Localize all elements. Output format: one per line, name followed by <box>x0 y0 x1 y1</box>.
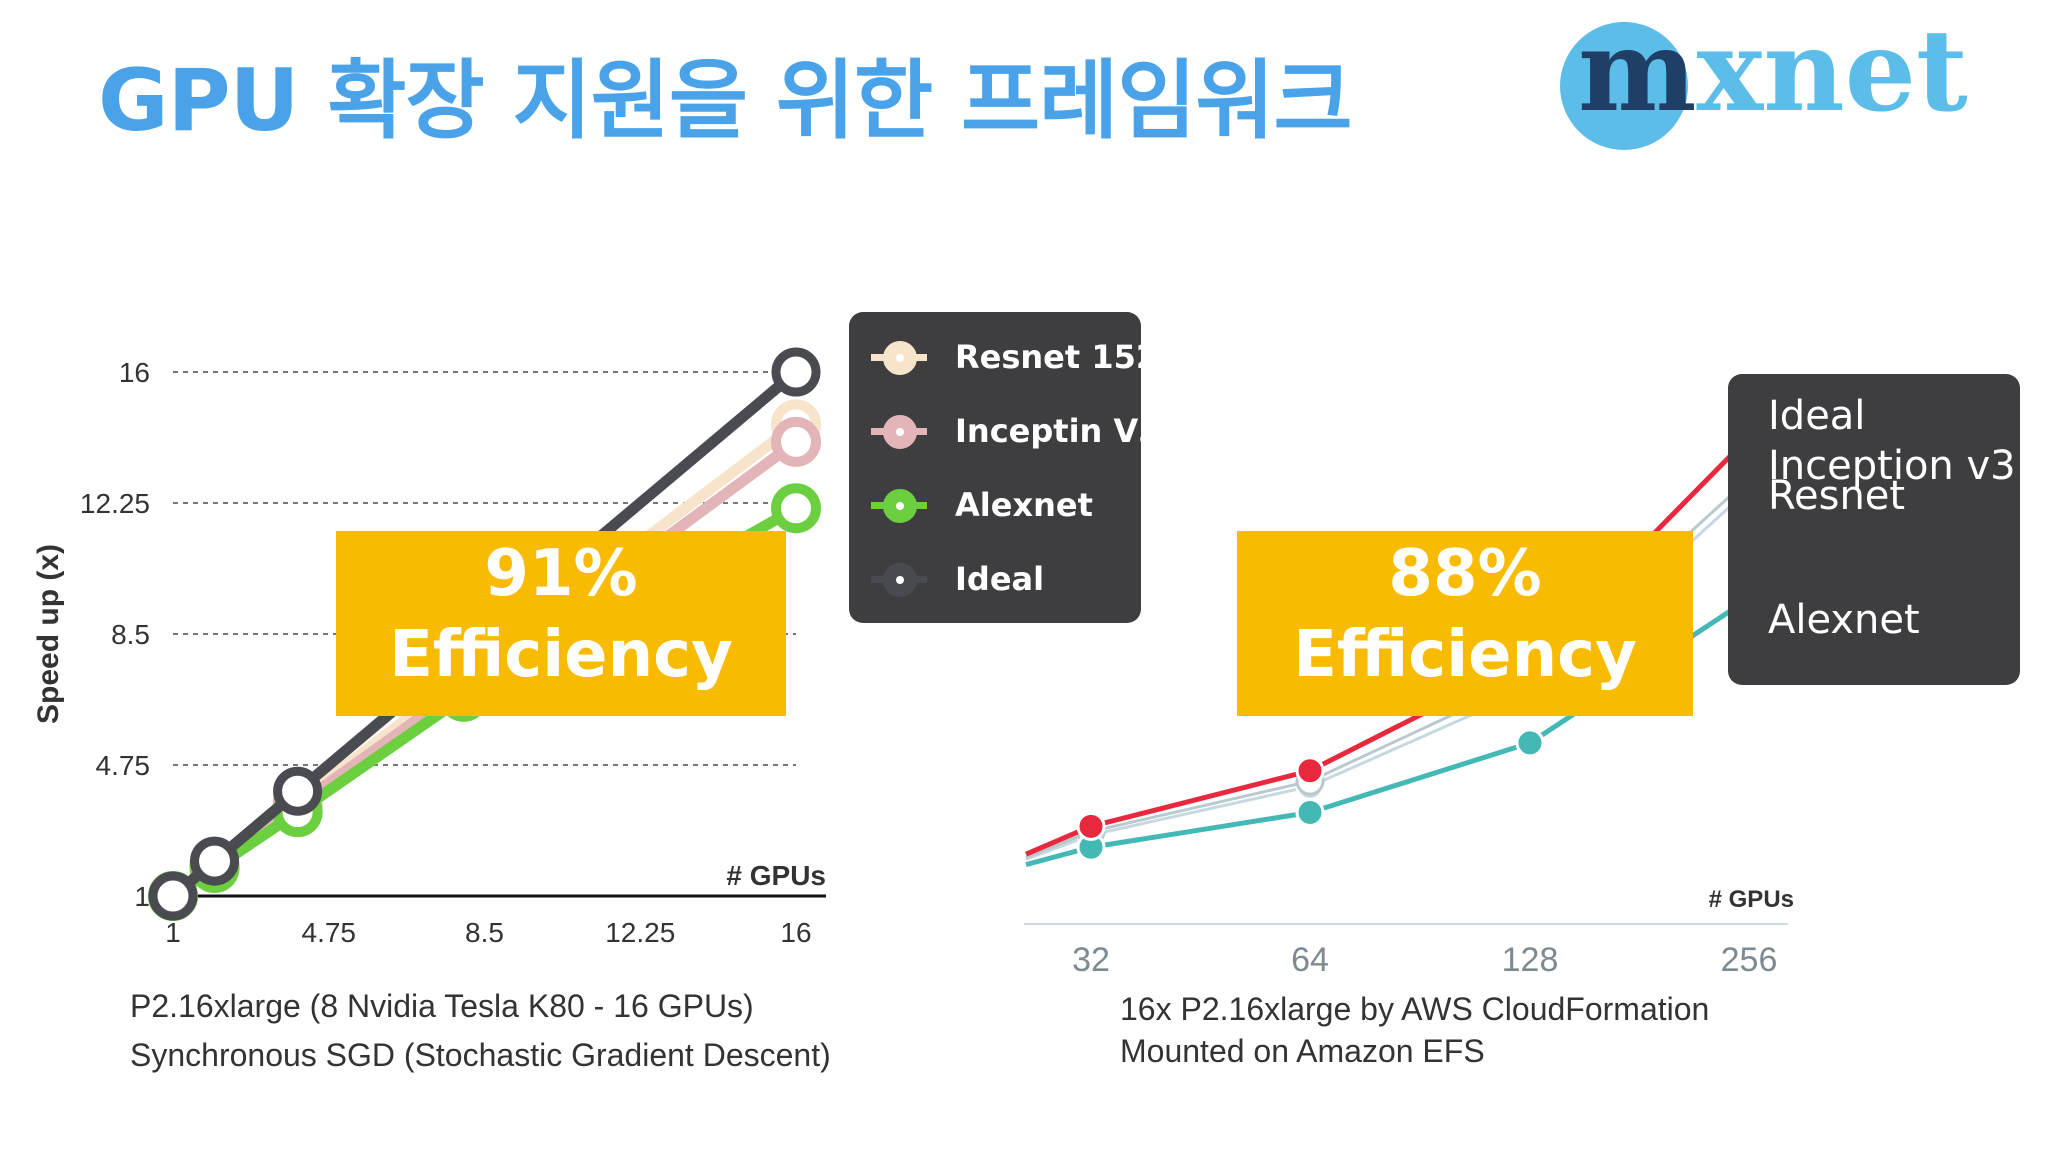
right-efficiency-label: Efficiency <box>1293 618 1637 692</box>
right-legend-label-alexnet: Alexnet <box>1768 597 1920 643</box>
right-legend-label-inception: Inception v3 <box>1768 443 2016 489</box>
data-point <box>273 766 323 816</box>
left-legend-item-resnet152: Resnet 152 <box>871 337 1158 377</box>
data-point <box>771 416 821 467</box>
x-tick-label: 1 <box>165 917 181 948</box>
right-caption: 16x P2.16xlarge by AWS CloudFormation Mo… <box>1120 988 1709 1072</box>
data-point <box>1295 797 1325 827</box>
right-legend-label-ideal: Ideal <box>1768 393 1866 439</box>
data-point <box>1295 756 1325 786</box>
right-efficiency-badge: 88% Efficiency <box>1237 531 1693 716</box>
x-tick-label: 16 <box>780 917 811 948</box>
data-point <box>771 483 821 534</box>
legend-marker-icon <box>883 341 917 375</box>
left-caption-line2: Synchronous SGD (Stochastic Gradient Des… <box>130 1037 831 1073</box>
y-tick-label: 12.25 <box>80 488 150 519</box>
data-point <box>771 347 821 397</box>
y-tick-label: 4.75 <box>96 750 151 781</box>
left-legend-item-ideal: Ideal <box>871 559 1141 599</box>
x-tick-label: 4.75 <box>302 917 357 948</box>
data-point <box>190 836 240 886</box>
left-legend-label: Resnet 152 <box>955 338 1159 376</box>
left-efficiency-badge: 91% Efficiency <box>336 531 786 716</box>
legend-marker-icon <box>883 489 917 523</box>
x-axis-title: # GPUs <box>726 860 826 891</box>
logo-text-rest: xnet <box>1696 6 1968 137</box>
left-caption: P2.16xlarge (8 Nvidia Tesla K80 - 16 GPU… <box>130 982 831 1080</box>
mxnet-logo: mxnet <box>1560 16 2000 152</box>
x-axis-title: # GPUs <box>1709 886 1794 913</box>
data-point <box>1076 811 1106 841</box>
left-efficiency-percent: 91% <box>484 537 638 611</box>
x-tick-label: 8.5 <box>465 917 504 948</box>
x-tick-label: 64 <box>1291 941 1329 979</box>
logo-text: mxnet <box>1578 16 1968 128</box>
y-tick-label: 8.5 <box>111 619 150 650</box>
y-axis-title: Speed up (x) <box>32 544 65 724</box>
right-caption-line1: 16x P2.16xlarge by AWS CloudFormation <box>1120 991 1710 1027</box>
legend-marker-icon <box>883 563 917 597</box>
logo-text-m: m <box>1578 6 1697 137</box>
left-efficiency-label: Efficiency <box>389 618 733 692</box>
left-legend: Resnet 152 Inceptin V3 Alexnet Ideal <box>849 312 1160 623</box>
left-legend-item-inception: Inceptin V3 <box>871 411 1160 451</box>
left-legend-label: Ideal <box>955 560 1045 598</box>
x-tick-label: 256 <box>1721 941 1778 979</box>
right-caption-line2: Mounted on Amazon EFS <box>1120 1033 1485 1069</box>
data-point <box>1515 728 1545 758</box>
right-legend-label-resnet: Resnet <box>1768 473 1906 519</box>
data-point <box>148 871 198 921</box>
left-legend-label: Alexnet <box>955 486 1093 524</box>
y-tick-label: 1 <box>134 881 150 912</box>
right-efficiency-percent: 88% <box>1388 537 1542 611</box>
page-title: GPU 확장 지원을 위한 프레임워크 <box>98 51 1353 151</box>
right-legend: Ideal Inception v3 Resnet Alexnet <box>1728 374 2020 685</box>
x-tick-label: 128 <box>1502 941 1559 979</box>
legend-marker-icon <box>883 415 917 449</box>
left-legend-label: Inceptin V3 <box>955 412 1161 450</box>
left-caption-line1: P2.16xlarge (8 Nvidia Tesla K80 - 16 GPU… <box>130 988 754 1024</box>
x-tick-label: 12.25 <box>605 917 675 948</box>
x-tick-label: 32 <box>1072 941 1110 979</box>
y-tick-label: 16 <box>119 357 150 388</box>
logo-circle <box>1560 22 1688 150</box>
left-legend-item-alexnet: Alexnet <box>871 485 1141 525</box>
